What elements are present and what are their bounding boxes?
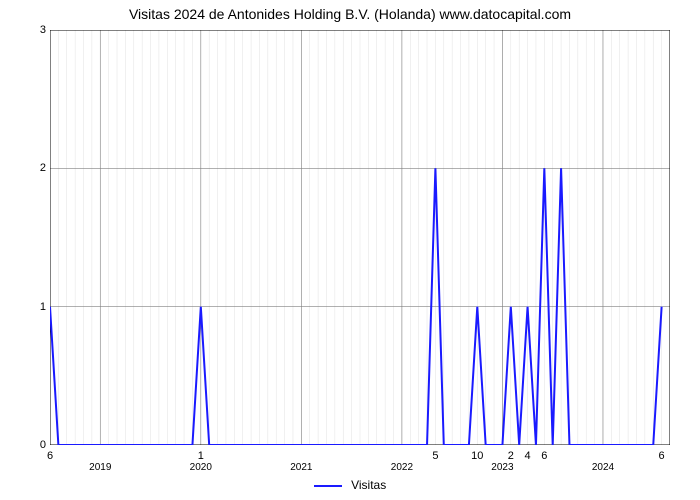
x-year-label: 2023: [491, 462, 513, 473]
x-point-label: 6: [47, 450, 53, 462]
x-point-label: 10: [471, 450, 483, 462]
chart-container: Visitas 2024 de Antonides Holding B.V. (…: [0, 0, 700, 500]
x-year-label: 2019: [89, 462, 111, 473]
x-point-label: 1: [198, 450, 204, 462]
legend: Visitas: [0, 478, 700, 492]
x-point-label: 6: [541, 450, 547, 462]
y-tick-label: 2: [40, 162, 46, 174]
y-tick-label: 3: [40, 24, 46, 36]
chart-title: Visitas 2024 de Antonides Holding B.V. (…: [0, 6, 700, 22]
legend-label: Visitas: [351, 478, 386, 492]
y-tick-label: 0: [40, 439, 46, 451]
x-year-label: 2020: [190, 462, 212, 473]
x-point-label: 5: [432, 450, 438, 462]
plot-area: [50, 30, 670, 445]
x-point-label: 6: [659, 450, 665, 462]
x-point-label: 2: [508, 450, 514, 462]
x-point-label: 4: [525, 450, 531, 462]
x-year-label: 2022: [391, 462, 413, 473]
x-year-label: 2024: [592, 462, 614, 473]
y-tick-label: 1: [40, 301, 46, 313]
legend-swatch: [314, 485, 342, 487]
chart-svg: [50, 30, 670, 445]
x-year-label: 2021: [290, 462, 312, 473]
